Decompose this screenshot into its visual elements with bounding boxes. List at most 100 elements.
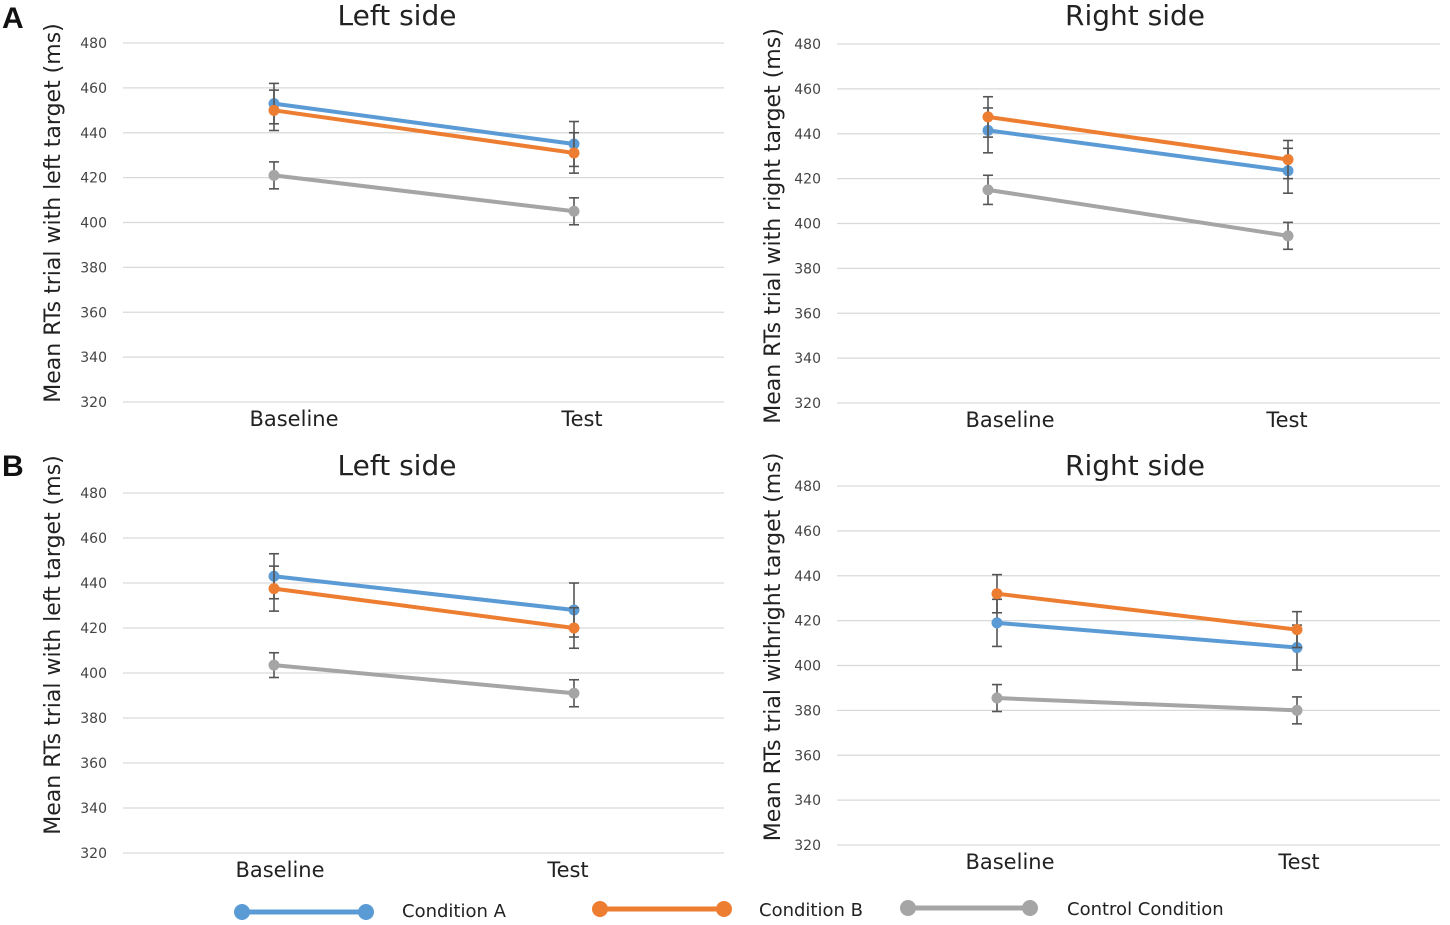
series-condition-b	[268, 565, 580, 650]
chart-title: Left side	[338, 449, 457, 482]
y-axis-label: Mean RTs trial with left target (ms)	[41, 23, 66, 402]
y-tick-label: 440	[80, 126, 107, 142]
data-point	[1291, 704, 1303, 716]
x-tick-label: Test	[1265, 408, 1307, 432]
series-line	[986, 187, 1290, 238]
y-tick-label: 360	[80, 305, 107, 321]
x-tick-label: Baseline	[235, 858, 324, 882]
data-point	[982, 111, 994, 123]
y-tick-label: 400	[794, 659, 821, 675]
series-line	[995, 591, 1299, 632]
y-tick-label: 400	[80, 216, 107, 232]
series-line	[272, 108, 576, 155]
x-tick-label: Baseline	[249, 407, 338, 431]
data-point	[268, 104, 280, 116]
y-tick-label: 360	[794, 748, 821, 764]
y-tick-label: 360	[794, 306, 821, 322]
y-tick-label: 460	[80, 81, 107, 97]
y-tick-label: 320	[794, 838, 821, 854]
x-tick-label: Test	[560, 407, 602, 431]
y-tick-label: 480	[794, 479, 821, 495]
y-tick-label: 320	[80, 395, 107, 411]
series-line	[272, 574, 576, 612]
series-line	[272, 101, 576, 146]
series-control-condition	[982, 174, 1294, 251]
data-point	[268, 659, 280, 671]
panel-letter-b: B	[2, 450, 24, 483]
y-tick-label: 460	[80, 531, 107, 547]
y-tick-label: 340	[794, 793, 821, 809]
y-tick-label: 380	[794, 261, 821, 277]
legend-label: Condition A	[402, 901, 507, 922]
legend-marker	[716, 901, 732, 917]
series-condition-b	[991, 573, 1303, 649]
data-point	[568, 147, 580, 159]
y-tick-label: 400	[80, 666, 107, 682]
y-axis-label: Mean RTs trial with left target (ms)	[41, 455, 66, 834]
series-control-condition	[268, 651, 580, 708]
y-tick-label: 460	[794, 524, 821, 540]
panel-letter-a: A	[2, 2, 24, 35]
legend-marker	[234, 904, 250, 920]
data-point	[1282, 230, 1294, 242]
y-tick-label: 440	[80, 576, 107, 592]
legend-label: Condition B	[759, 900, 863, 921]
chart-title: Right side	[1065, 449, 1205, 482]
y-tick-label: 360	[80, 756, 107, 772]
series-control-condition	[991, 683, 1303, 725]
legend-item-control-condition: Control Condition	[900, 899, 1224, 920]
data-point	[1291, 624, 1303, 636]
y-tick-label: 440	[794, 569, 821, 585]
legend-marker	[358, 904, 374, 920]
series-line	[995, 696, 1299, 713]
y-axis-label: Mean RTs trial with right target (ms)	[761, 28, 786, 424]
y-tick-label: 460	[794, 82, 821, 98]
series-line	[986, 114, 1290, 162]
legend-label: Control Condition	[1067, 899, 1224, 920]
y-tick-label: 420	[80, 171, 107, 187]
chart-2: 320 340 360 380 400 420 440 460 480 Right side Mea…	[761, 0, 1440, 432]
chart-1: 320 340 360 380 400 420 440 460 480 Left side Mean…	[41, 0, 724, 431]
x-tick-label: Baseline	[965, 850, 1054, 874]
y-tick-label: 380	[794, 703, 821, 719]
series-condition-a	[268, 82, 580, 168]
y-tick-label: 320	[80, 846, 107, 862]
y-tick-label: 340	[80, 801, 107, 817]
series-control-condition	[268, 161, 580, 226]
legend-marker	[900, 900, 916, 916]
charts: 320 340 360 380 400 420 440 460 480 Left side Mean…	[41, 0, 1440, 882]
data-point	[268, 169, 280, 181]
series-line	[986, 128, 1290, 173]
y-tick-label: 440	[794, 127, 821, 143]
data-point	[991, 617, 1003, 629]
data-point	[991, 588, 1003, 600]
legend-item-condition-b: Condition B	[592, 900, 863, 921]
data-point	[268, 583, 280, 595]
y-tick-label: 420	[794, 172, 821, 188]
y-tick-label: 480	[794, 37, 821, 53]
legend-item-condition-a: Condition A	[234, 901, 507, 922]
series-line	[272, 586, 576, 630]
x-tick-label: Test	[546, 858, 588, 882]
y-tick-label: 340	[794, 351, 821, 367]
series-condition-a	[982, 107, 1294, 195]
y-tick-label: 380	[80, 711, 107, 727]
y-tick-label: 380	[80, 260, 107, 276]
chart-3: 320 340 360 380 400 420 440 460 480 Left side Mean…	[41, 449, 724, 882]
data-point	[568, 622, 580, 634]
x-tick-label: Baseline	[965, 408, 1054, 432]
legend-marker	[592, 901, 608, 917]
series-condition-b	[268, 89, 580, 174]
chart-4: 320 340 360 380 400 420 440 460 480 Right side Mea…	[761, 449, 1440, 874]
series-condition-b	[982, 95, 1294, 180]
legend-marker	[1022, 900, 1038, 916]
data-point	[982, 184, 994, 196]
y-tick-label: 480	[80, 486, 107, 502]
series-line	[272, 173, 576, 214]
chart-title: Right side	[1065, 0, 1205, 32]
y-tick-label: 480	[80, 36, 107, 52]
data-point	[568, 205, 580, 217]
series-line	[272, 663, 576, 696]
y-tick-label: 420	[80, 621, 107, 637]
